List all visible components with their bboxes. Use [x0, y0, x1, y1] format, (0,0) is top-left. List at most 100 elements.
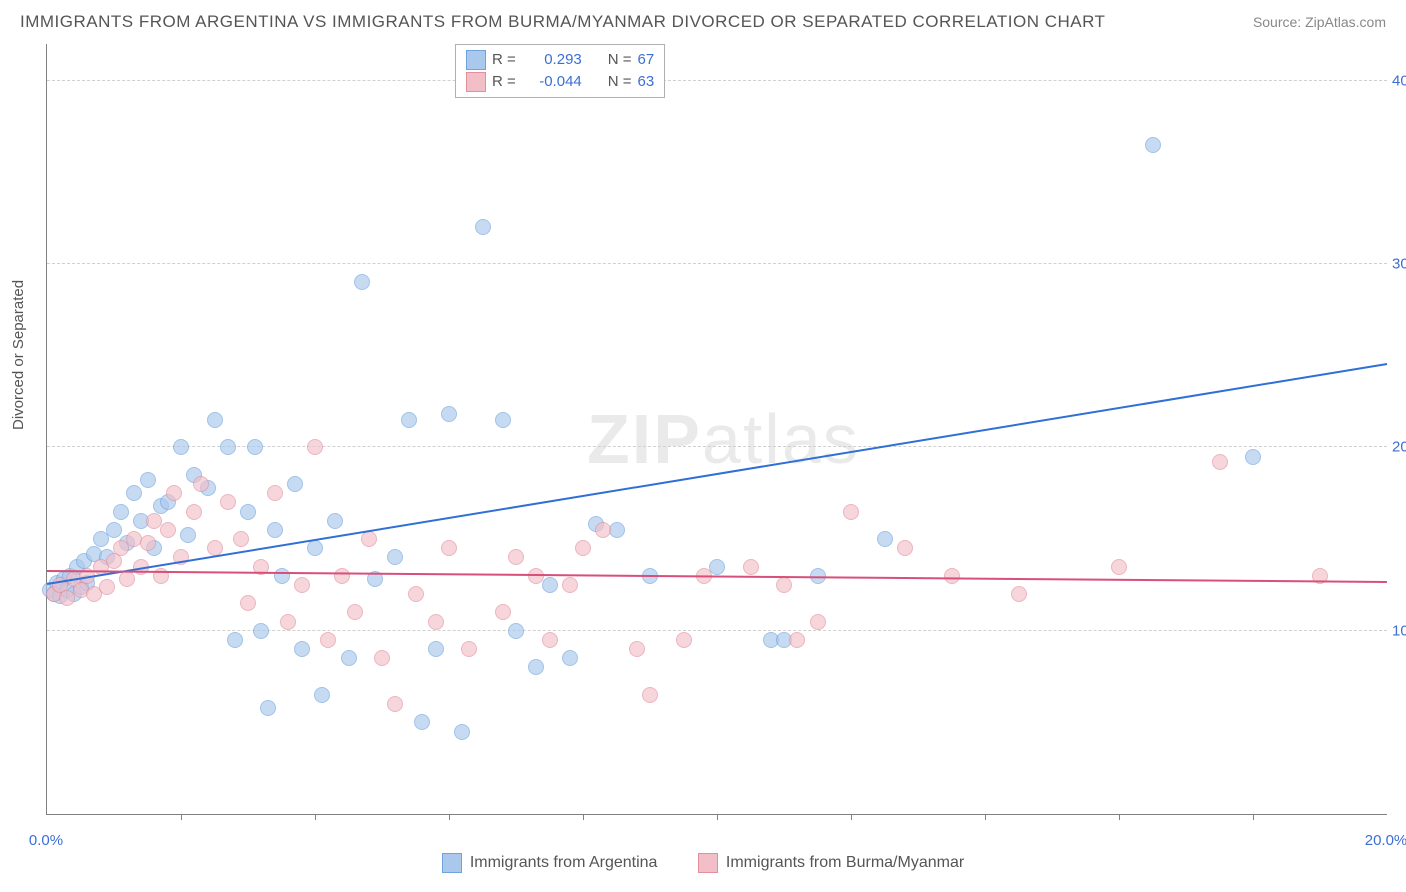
gridline: [47, 630, 1387, 631]
data-point: [1111, 559, 1127, 575]
data-point: [1145, 137, 1161, 153]
data-point: [334, 568, 350, 584]
source-attribution: Source: ZipAtlas.com: [1253, 14, 1386, 30]
data-point: [810, 614, 826, 630]
y-tick-label: 30.0%: [1392, 256, 1406, 273]
y-axis-label: Divorced or Separated: [10, 280, 27, 430]
n-label: N =: [608, 49, 632, 71]
swatch-icon: [466, 72, 486, 92]
data-point: [461, 641, 477, 657]
y-tick-label: 40.0%: [1392, 72, 1406, 89]
data-point: [140, 472, 156, 488]
data-point: [944, 568, 960, 584]
data-point: [414, 714, 430, 730]
r-label: R =: [492, 49, 516, 71]
swatch-argentina: [442, 853, 462, 873]
x-tick: [181, 814, 182, 820]
y-tick-label: 10.0%: [1392, 622, 1406, 639]
data-point: [186, 504, 202, 520]
data-point: [106, 522, 122, 538]
data-point: [320, 632, 336, 648]
data-point: [1011, 586, 1027, 602]
data-point: [166, 485, 182, 501]
watermark: ZIPatlas: [587, 399, 860, 479]
x-tick: [717, 814, 718, 820]
legend-stat-row: R =-0.044N =63: [466, 71, 654, 93]
data-point: [267, 522, 283, 538]
legend-stat-row: R = 0.293 N = 67: [466, 49, 654, 71]
x-tick: [449, 814, 450, 820]
data-point: [233, 531, 249, 547]
data-point: [341, 650, 357, 666]
data-point: [642, 687, 658, 703]
legend-label: Immigrants from Burma/Myanmar: [726, 854, 964, 872]
y-tick-label: 20.0%: [1392, 439, 1406, 456]
data-point: [240, 504, 256, 520]
data-point: [1245, 449, 1261, 465]
data-point: [267, 485, 283, 501]
data-point: [441, 540, 457, 556]
legend-item-argentina: Immigrants from Argentina: [442, 853, 658, 873]
data-point: [119, 571, 135, 587]
data-point: [387, 549, 403, 565]
x-tick-label: 20.0%: [1365, 832, 1406, 849]
data-point: [113, 504, 129, 520]
data-point: [776, 577, 792, 593]
data-point: [160, 522, 176, 538]
x-tick: [1253, 814, 1254, 820]
r-value: -0.044: [522, 71, 582, 93]
legend-stats: R = 0.293 N = 67R = -0.044 N = 63: [455, 44, 665, 98]
data-point: [401, 412, 417, 428]
data-point: [180, 527, 196, 543]
data-point: [294, 577, 310, 593]
r-value: 0.293: [522, 49, 582, 71]
x-tick: [315, 814, 316, 820]
data-point: [743, 559, 759, 575]
data-point: [595, 522, 611, 538]
data-point: [361, 531, 377, 547]
gridline: [47, 263, 1387, 264]
data-point: [542, 577, 558, 593]
x-tick: [583, 814, 584, 820]
data-point: [629, 641, 645, 657]
watermark-bold: ZIP: [587, 400, 702, 478]
data-point: [354, 274, 370, 290]
chart-title: IMMIGRANTS FROM ARGENTINA VS IMMIGRANTS …: [20, 12, 1105, 32]
data-point: [126, 485, 142, 501]
data-point: [542, 632, 558, 648]
data-point: [173, 439, 189, 455]
data-point: [374, 650, 390, 666]
trend-line: [47, 363, 1387, 585]
legend-bottom: Immigrants from Argentina Immigrants fro…: [0, 853, 1406, 878]
data-point: [428, 614, 444, 630]
data-point: [207, 412, 223, 428]
n-label: N =: [608, 71, 632, 93]
x-tick: [851, 814, 852, 820]
data-point: [140, 535, 156, 551]
data-point: [294, 641, 310, 657]
data-point: [508, 549, 524, 565]
data-point: [843, 504, 859, 520]
data-point: [789, 632, 805, 648]
data-point: [562, 650, 578, 666]
data-point: [260, 700, 276, 716]
n-value: 67: [638, 49, 655, 71]
data-point: [287, 476, 303, 492]
data-point: [253, 623, 269, 639]
data-point: [240, 595, 256, 611]
data-point: [347, 604, 363, 620]
data-point: [897, 540, 913, 556]
data-point: [454, 724, 470, 740]
data-point: [307, 439, 323, 455]
data-point: [274, 568, 290, 584]
gridline: [47, 80, 1387, 81]
data-point: [193, 476, 209, 492]
data-point: [508, 623, 524, 639]
x-tick-label: 0.0%: [29, 832, 63, 849]
data-point: [495, 412, 511, 428]
n-value: 63: [638, 71, 655, 93]
watermark-rest: atlas: [702, 400, 860, 478]
data-point: [676, 632, 692, 648]
x-tick: [1119, 814, 1120, 820]
data-point: [247, 439, 263, 455]
